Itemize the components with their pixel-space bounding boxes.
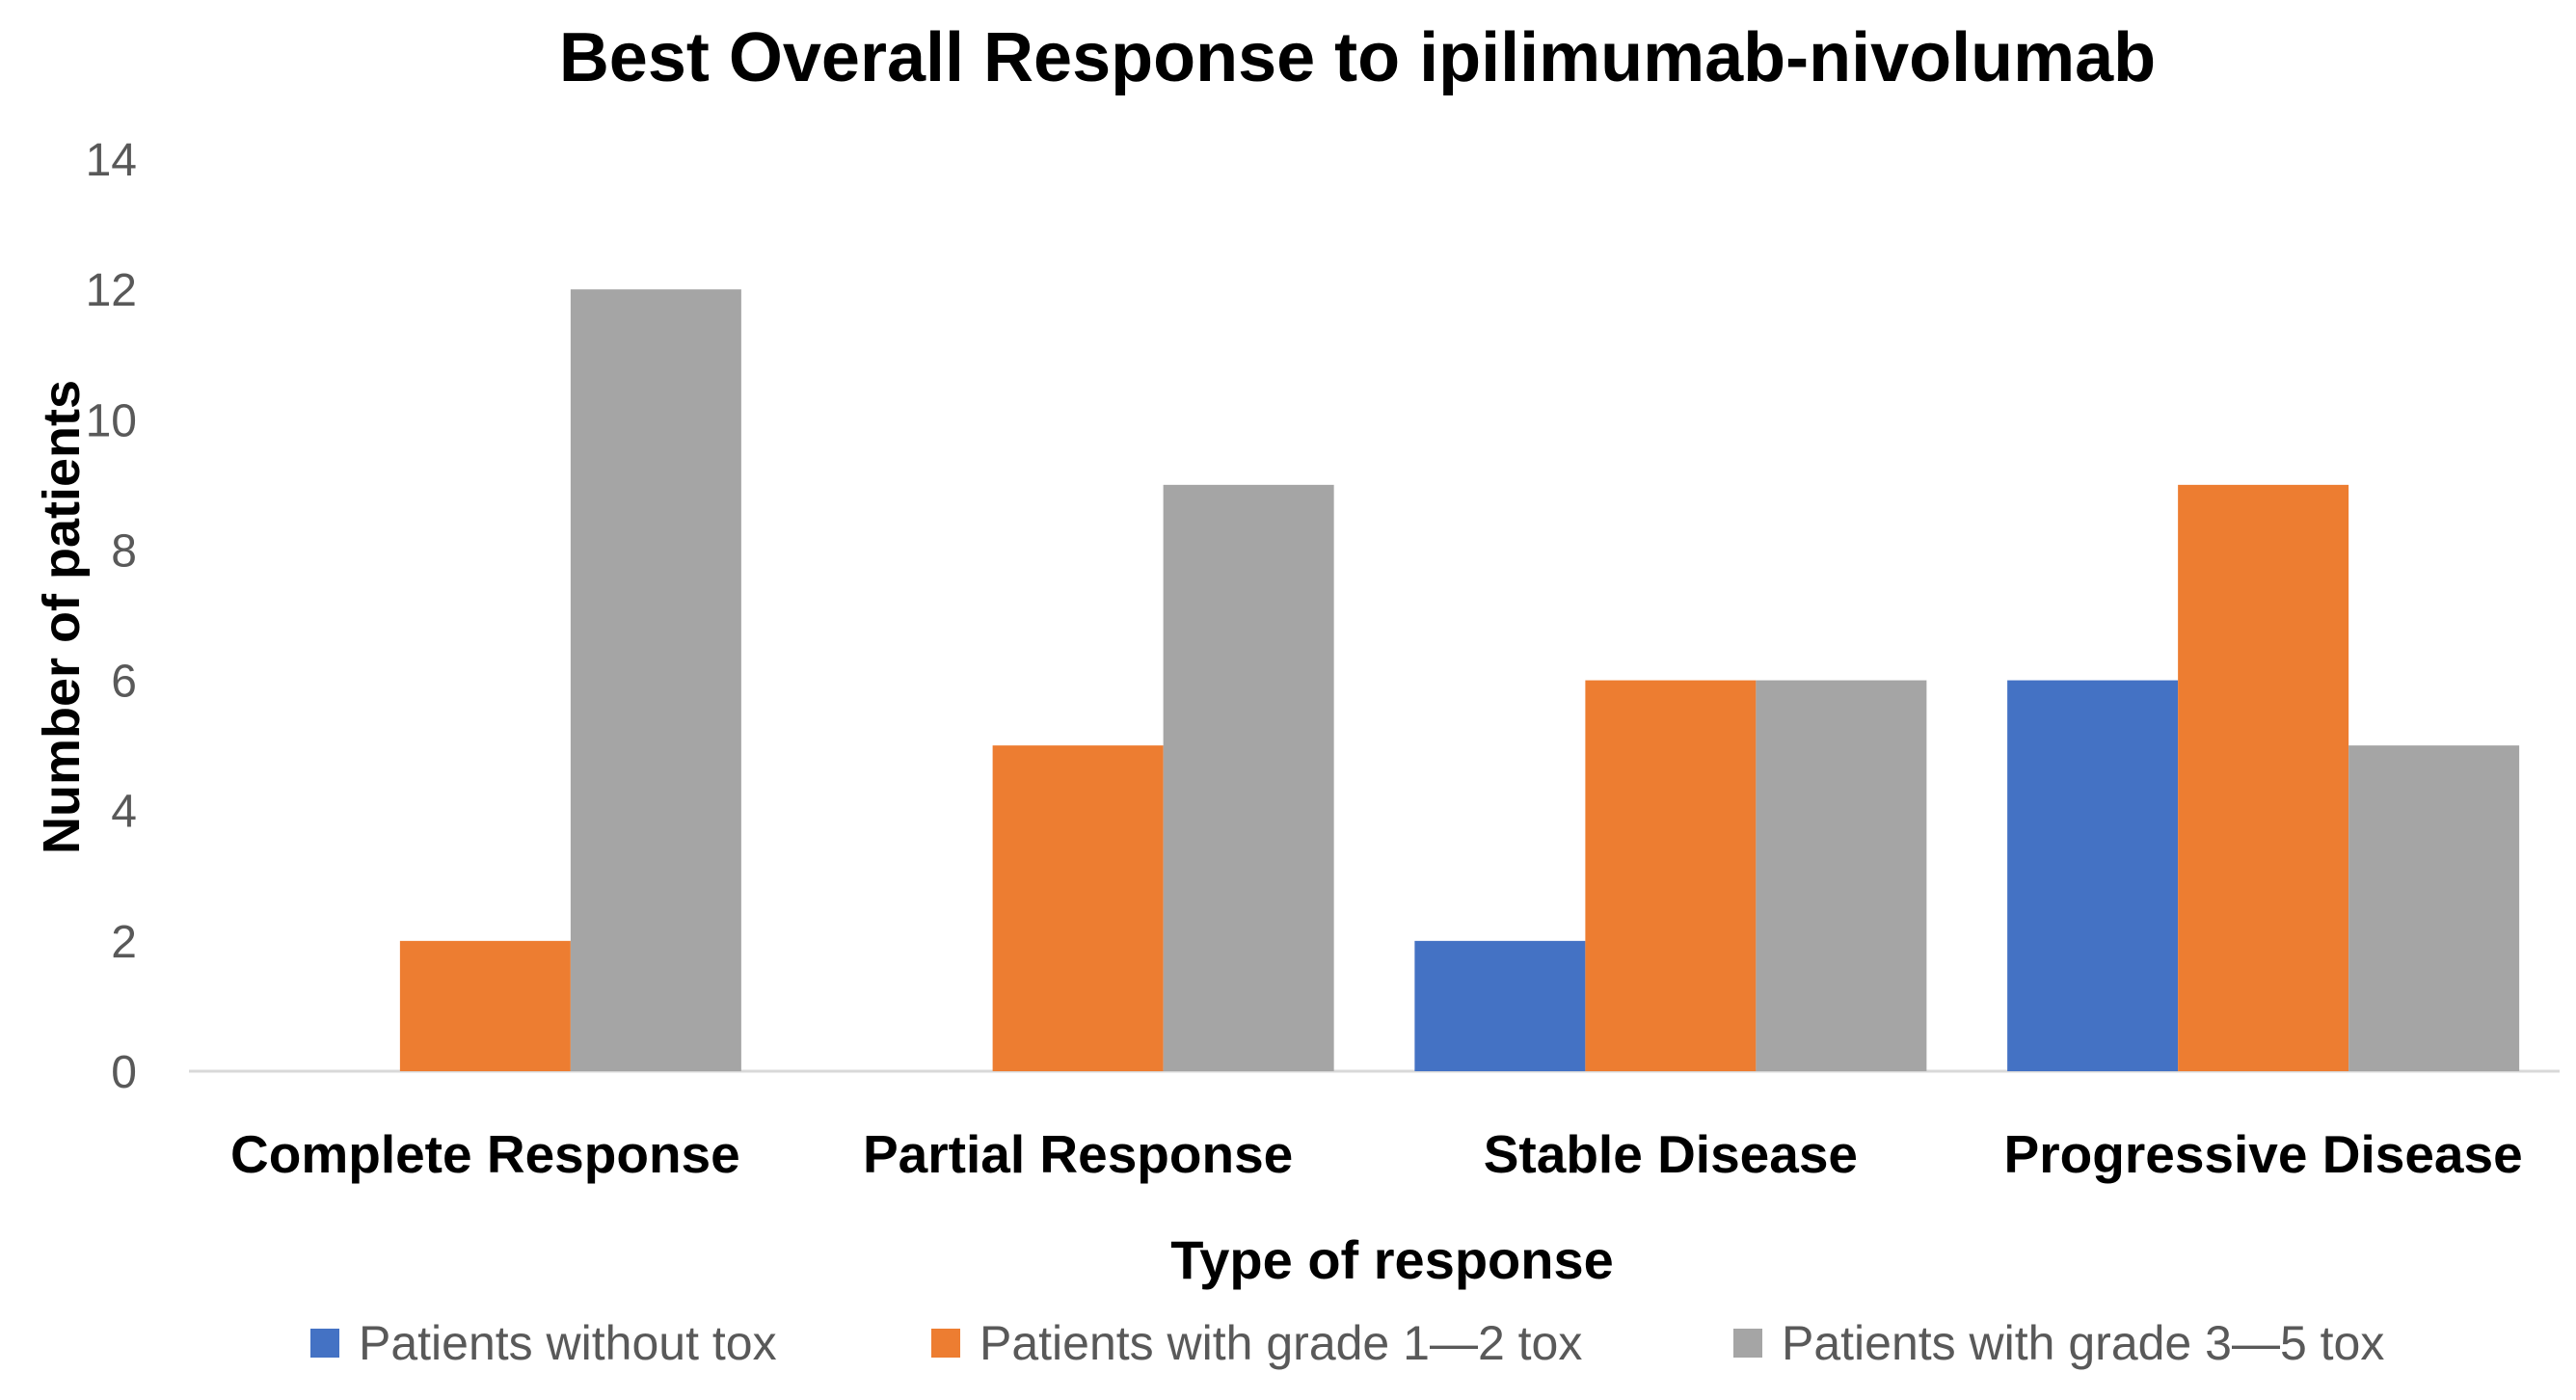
bar-0-2 xyxy=(570,289,741,1072)
legend-label: Patients with grade 1—2 tox xyxy=(979,1316,1582,1370)
bar-3-2 xyxy=(2348,745,2520,1071)
legend-swatch xyxy=(310,1329,339,1358)
chart-title: Best Overall Response to ipilimumab-nivo… xyxy=(559,19,2156,96)
legend-label: Patients with grade 3—5 tox xyxy=(1782,1316,2384,1370)
category-label: Stable Disease xyxy=(1484,1124,1858,1184)
y-tick-label: 2 xyxy=(111,917,137,968)
bar-1-2 xyxy=(1163,484,1334,1071)
y-axis-title: Number of patients xyxy=(33,380,91,854)
category-label: Partial Response xyxy=(863,1124,1293,1184)
bar-0-1 xyxy=(399,940,571,1071)
legend-swatch xyxy=(1733,1329,1762,1358)
legend-label: Patients without tox xyxy=(359,1316,777,1370)
y-tick-label: 6 xyxy=(111,657,137,708)
legend-item: Patients without tox xyxy=(310,1316,777,1370)
bar-2-1 xyxy=(1585,680,1757,1071)
bar-2-0 xyxy=(1414,940,1586,1071)
y-tick-label: 14 xyxy=(86,135,137,186)
x-axis-title: Type of response xyxy=(1170,1229,1614,1290)
y-tick-label: 4 xyxy=(111,787,137,838)
y-tick-label: 12 xyxy=(86,265,137,316)
bar-3-1 xyxy=(2178,484,2349,1071)
y-tick-label: 0 xyxy=(111,1047,137,1098)
category-label: Progressive Disease xyxy=(2004,1124,2523,1184)
legend-swatch xyxy=(931,1329,960,1358)
bar-3-0 xyxy=(2007,680,2179,1071)
category-label: Complete Response xyxy=(230,1124,740,1184)
bar-1-1 xyxy=(992,745,1164,1071)
legend-item: Patients with grade 1—2 tox xyxy=(931,1316,1582,1370)
bar-2-2 xyxy=(1756,680,1927,1071)
y-tick-label: 10 xyxy=(86,395,137,446)
y-tick-label: 8 xyxy=(111,525,137,577)
legend-item: Patients with grade 3—5 tox xyxy=(1733,1316,2384,1370)
